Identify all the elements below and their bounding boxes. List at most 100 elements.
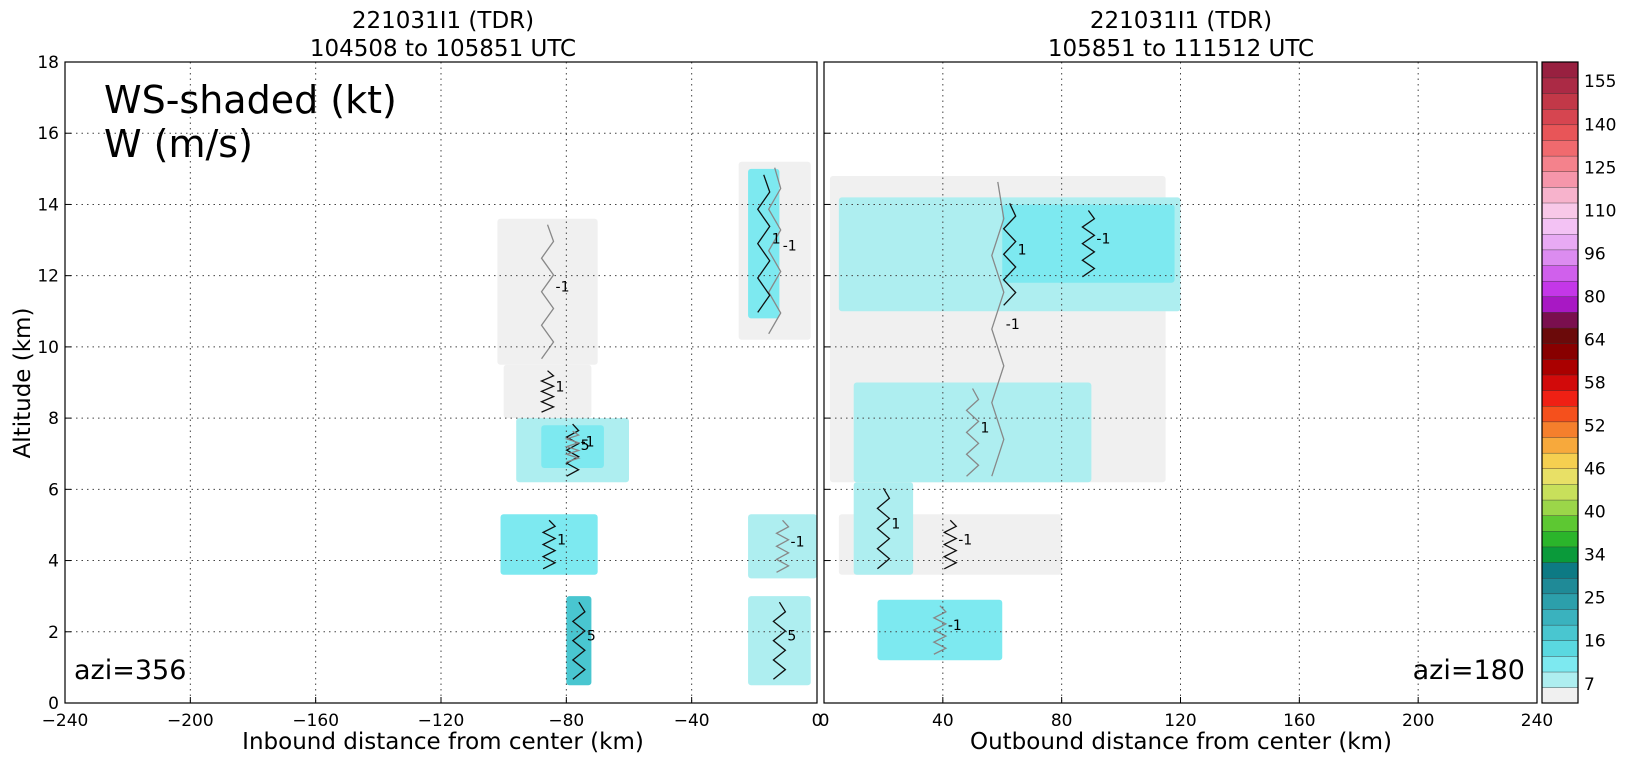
colorbar-swatch [1541, 343, 1579, 360]
contour-line [564, 430, 581, 463]
shaded-region [748, 168, 780, 319]
colorbar-swatch [1541, 499, 1579, 516]
right-subtitle: 105851 to 111512 UTC [1048, 36, 1314, 62]
right-azimuth-label: azi=180 [1413, 655, 1525, 686]
contour-line [1002, 203, 1017, 306]
y-tick-label: 4 [48, 552, 59, 572]
contour-label: -1 [958, 533, 972, 549]
contour-label: 1 [891, 517, 900, 533]
colorbar-swatch [1541, 218, 1579, 235]
left-annotation-line2: W (m/s) [104, 122, 253, 166]
colorbar-swatch [1541, 296, 1579, 313]
colorbar-tick-label: 34 [1584, 546, 1606, 566]
contour-line [876, 487, 891, 570]
colorbar-swatch [1541, 249, 1579, 266]
contour-line [571, 601, 586, 680]
x-tick-label: −120 [418, 711, 465, 731]
colorbar-swatch [1541, 687, 1579, 704]
left-annotation-line1: WS-shaded (kt) [104, 78, 397, 122]
contour-line [540, 224, 555, 360]
shaded-region [1002, 204, 1175, 283]
y-tick-label: 0 [48, 694, 59, 714]
colorbar-frame [1541, 61, 1579, 704]
contour-line [1081, 210, 1096, 278]
contour-line [541, 519, 557, 570]
colorbar-swatch [1541, 265, 1579, 282]
shaded-region [497, 218, 598, 365]
x-tick-label: 160 [1283, 711, 1315, 731]
colorbar-tick-label: 125 [1584, 158, 1616, 178]
x-tick-label: 40 [932, 711, 954, 731]
x-tick-label: 200 [1402, 711, 1434, 731]
colorbar-swatch [1541, 374, 1579, 391]
contour-line [775, 519, 790, 573]
left-panel: -115-115-115-1 −240 −200 −160 −120 −80 −40 002… [10, 8, 822, 755]
colorbar-swatch [1541, 468, 1579, 485]
colorbar-swatch [1541, 483, 1579, 501]
left-gridlines [65, 62, 817, 703]
colorbar-tick-label: 140 [1584, 115, 1616, 135]
x-tick-label: 120 [1164, 711, 1196, 731]
colorbar-swatch [1541, 93, 1579, 110]
colorbar-tick-label: 110 [1584, 201, 1616, 221]
colorbar-swatch [1541, 421, 1579, 438]
y-axis-label: Altitude (km) [10, 308, 36, 459]
contour-label: 5 [787, 629, 796, 645]
colorbar-swatch [1541, 327, 1579, 344]
left-x-axis-label: Inbound distance from center (km) [242, 729, 644, 755]
right-shaded-field [829, 175, 1181, 661]
colorbar-swatch [1541, 671, 1579, 688]
contour-label: -1 [791, 534, 805, 550]
contour-line [942, 519, 958, 570]
contour-label: 1 [772, 232, 781, 248]
colorbar-swatch [1541, 124, 1579, 141]
colorbar-swatches [1541, 61, 1579, 704]
y-tick-label: 12 [37, 267, 59, 287]
colorbar-ticks: 155 140 125 110 96 80 64 58 52 46 40 34 25 16 7 [1584, 72, 1616, 695]
x-tick-label: −240 [42, 711, 89, 731]
left-shaded-field [497, 161, 817, 686]
colorbar-swatch [1541, 515, 1579, 532]
colorbar-swatch [1541, 640, 1579, 657]
shaded-region [566, 596, 592, 686]
colorbar-tick-label: 155 [1584, 72, 1616, 92]
right-ticks: 0 40 80 120 160 200 240 [819, 61, 1553, 731]
colorbar-swatch [1541, 233, 1579, 251]
contour-label: 1 [1018, 242, 1027, 258]
contour-label: 1 [556, 379, 565, 395]
x-tick-label: −200 [167, 711, 214, 731]
colorbar-swatch [1541, 311, 1579, 329]
y-tick-label: 10 [37, 338, 59, 358]
contour-label: 1 [557, 533, 566, 549]
colorbar-tick-label: 46 [1584, 460, 1606, 480]
shaded-region [748, 514, 817, 579]
right-contours: -1 1 -1 1 -1 1 -1 [876, 181, 1110, 655]
x-tick-label: 0 [819, 711, 830, 731]
colorbar-swatch [1541, 61, 1579, 79]
colorbar-swatch [1541, 546, 1579, 563]
colorbar-swatch [1541, 405, 1579, 423]
colorbar-tick-label: 80 [1584, 287, 1606, 307]
colorbar-swatch [1541, 186, 1579, 204]
shaded-region [748, 596, 811, 686]
colorbar: 155 140 125 110 96 80 64 58 52 46 40 34 25 16 7 [1541, 61, 1616, 704]
shaded-region [500, 514, 598, 575]
x-tick-label: −80 [548, 711, 584, 731]
y-tick-label: 14 [37, 195, 59, 215]
x-tick-label: −160 [292, 711, 339, 731]
colorbar-swatch [1541, 280, 1579, 298]
colorbar-swatch [1541, 577, 1579, 595]
colorbar-swatch [1541, 608, 1579, 626]
colorbar-swatch [1541, 108, 1579, 126]
colorbar-swatch [1541, 452, 1579, 469]
contour-label: -1 [556, 280, 570, 296]
y-tick-label: 18 [37, 53, 59, 73]
colorbar-tick-label: 52 [1584, 417, 1606, 437]
colorbar-swatch [1541, 593, 1579, 610]
colorbar-tick-label: 25 [1584, 589, 1606, 609]
y-tick-label: 8 [48, 409, 59, 429]
contour-line [991, 181, 1005, 477]
contour-label: -1 [581, 435, 595, 451]
colorbar-swatch [1541, 358, 1579, 376]
